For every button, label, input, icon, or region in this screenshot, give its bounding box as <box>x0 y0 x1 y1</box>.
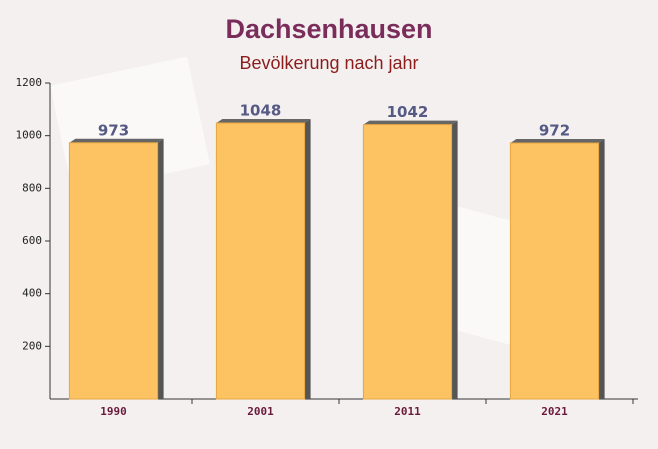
bar <box>215 122 306 400</box>
value-label: 1048 <box>240 102 282 120</box>
y-tick-label: 600 <box>22 234 42 247</box>
value-label: 973 <box>98 121 129 139</box>
x-tick-label: 2021 <box>541 405 568 418</box>
bar <box>362 124 453 400</box>
bar-shadow <box>598 139 605 400</box>
x-tick-label: 1990 <box>100 405 127 418</box>
y-tick-label: 400 <box>22 287 42 300</box>
bar <box>68 142 159 400</box>
bar-shadow <box>69 138 164 143</box>
x-tick-label: 2001 <box>247 405 274 418</box>
chart-title: Dachsenhausen <box>225 14 432 44</box>
x-tick-label: 2011 <box>394 405 421 418</box>
bar-shadow <box>304 119 311 399</box>
bar-shadow <box>451 120 458 400</box>
y-tick-label: 1000 <box>16 129 43 142</box>
bar-shadow <box>216 119 311 124</box>
bar-shadow <box>363 120 458 125</box>
bar-shadow <box>157 138 164 399</box>
y-tick-label: 1200 <box>16 76 43 89</box>
y-tick-label: 800 <box>22 181 42 194</box>
value-label: 972 <box>539 122 570 140</box>
y-tick-label: 200 <box>22 339 42 352</box>
chart-subtitle: Bevölkerung nach jahr <box>239 53 418 73</box>
bar-shadow <box>510 139 605 144</box>
bar <box>509 142 600 400</box>
value-label: 1042 <box>387 103 429 121</box>
